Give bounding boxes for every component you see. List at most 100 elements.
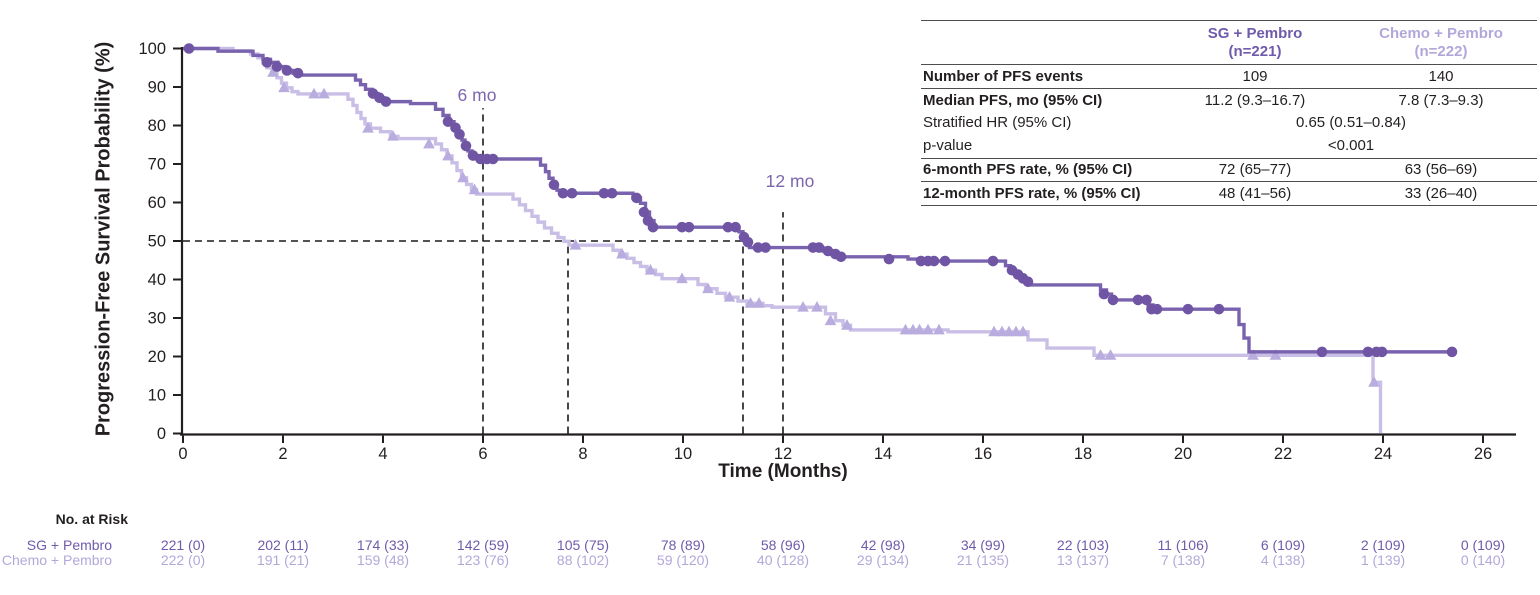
sg-arm-n: (n=221) — [1228, 42, 1282, 60]
sg-pembro-censor-marker — [606, 187, 618, 199]
chemo-pembro-censor-marker — [616, 247, 628, 259]
sg-arm-name: SG + Pembro — [1207, 25, 1303, 42]
rate6-sg: 72 (65–77) — [1218, 161, 1292, 179]
x-tick-label: 2 — [278, 445, 287, 463]
stats-header-chemo: Chemo + Pembro (n=222) — [1345, 21, 1537, 65]
y-tick-label: 60 — [148, 194, 166, 212]
chemo-pembro-censor-marker — [569, 239, 582, 250]
row-label: Stratified HR (95% CI) — [923, 114, 1072, 132]
x-tick-label: 10 — [674, 445, 692, 463]
risk-value: 58 (96) — [760, 537, 806, 553]
risk-value: 59 (120) — [656, 552, 710, 568]
risk-value: 4 (138) — [1260, 552, 1306, 568]
chemo-pembro-censor-marker — [899, 323, 912, 335]
stats-row-events: Number of PFS events 109 140 — [921, 65, 1537, 89]
stats-row-hr: Stratified HR (95% CI) 0.65 (0.51–0.84) — [921, 112, 1537, 135]
stats-header-spacer — [921, 21, 1165, 65]
sg-pembro-censor-marker — [1141, 294, 1152, 306]
x-tick-label: 22 — [1274, 445, 1292, 463]
risk-value: 202 (11) — [257, 537, 309, 553]
sg-pembro-censor-marker — [928, 255, 940, 267]
risk-value: 159 (48) — [356, 552, 410, 568]
y-tick-label: 70 — [148, 156, 166, 174]
x-tick-label: 16 — [974, 445, 992, 463]
rate12-sg: 48 (41–56) — [1218, 184, 1292, 202]
chemo-pembro-censor-marker — [744, 297, 757, 308]
stats-row-pvalue: p-value <0.001 — [921, 135, 1537, 159]
annotation-6mo: 6 mo — [457, 85, 497, 105]
sg-pembro-censor-marker — [281, 65, 293, 76]
risk-value: 221 (0) — [160, 537, 206, 553]
sg-pembro-censor-marker — [939, 255, 951, 267]
sg-pembro-censor-marker — [730, 221, 741, 233]
risk-row-label-chemo: Chemo + Pembro — [1, 552, 112, 568]
risk-row-label-sg: SG + Pembro — [26, 537, 112, 553]
chemo-pembro-censor-marker — [1094, 349, 1107, 360]
sg-pembro-censor-marker — [722, 221, 734, 233]
chemo-pembro-censor-marker — [933, 323, 945, 335]
sg-pembro-censor-marker — [598, 187, 610, 199]
sg-pembro-censor-marker — [1182, 303, 1194, 315]
chemo-pembro-censor-marker — [811, 301, 823, 312]
row-label: 12-month PFS rate, % (95% CI) — [923, 184, 1141, 202]
x-tick-label: 24 — [1374, 445, 1392, 463]
chemo-pembro-censor-marker — [797, 301, 809, 312]
x-tick-label: 18 — [1074, 445, 1092, 463]
sg-pembro-censor-marker — [647, 221, 659, 233]
events-chemo: 140 — [1428, 67, 1454, 85]
risk-value: 7 (138) — [1160, 552, 1206, 568]
risk-value: 34 (99) — [960, 537, 1006, 553]
risk-value: 78 (89) — [660, 537, 706, 553]
annotation-12mo: 12 mo — [765, 171, 815, 191]
x-tick-label: 14 — [874, 445, 892, 463]
x-tick-label: 20 — [1174, 445, 1192, 463]
sg-pembro-censor-marker — [1446, 346, 1458, 358]
sg-pembro-censor-marker — [557, 187, 569, 199]
chemo-pembro-censor-marker — [644, 264, 657, 275]
y-tick-label: 0 — [157, 425, 166, 443]
sg-pembro-censor-marker — [1316, 346, 1328, 358]
chemo-pembro-censor-marker — [308, 87, 320, 99]
sg-pembro-censor-marker — [742, 236, 754, 248]
chemo-pembro-censor-marker — [824, 314, 837, 326]
y-tick-label: 40 — [148, 271, 166, 289]
risk-value: 22 (103) — [1056, 537, 1110, 553]
median-chemo: 7.8 (7.3–9.3) — [1398, 91, 1484, 109]
rate12-chemo: 33 (26–40) — [1404, 184, 1478, 202]
x-tick-label: 4 — [378, 445, 387, 463]
sg-pembro-censor-marker — [638, 206, 650, 218]
sg-pembro-censor-marker — [566, 187, 578, 199]
y-tick-label: 30 — [148, 310, 166, 328]
risk-value: 123 (76) — [456, 552, 510, 568]
risk-value: 191 (21) — [256, 552, 310, 568]
chemo-pembro-censor-marker — [753, 297, 765, 308]
sg-pembro-censor-marker — [752, 242, 764, 253]
chemo-pembro-censor-marker — [1368, 376, 1380, 387]
sg-pembro-censor-marker — [631, 192, 642, 204]
chemo-pembro-censor-marker — [468, 183, 481, 195]
sg-pembro-censor-marker — [1151, 303, 1163, 315]
x-tick-label: 12 — [774, 445, 792, 463]
sg-pembro-censor-marker — [813, 242, 825, 253]
chemo-pembro-censor-marker — [442, 149, 454, 161]
chemo-pembro-censor-marker — [267, 66, 279, 77]
chemo-pembro-censor-marker — [922, 323, 934, 335]
sg-pembro-censor-marker — [1213, 303, 1225, 315]
chemo-pembro-censor-marker — [1017, 325, 1029, 337]
rate6-chemo: 63 (56–69) — [1404, 161, 1478, 179]
sg-pembro-censor-marker — [1022, 276, 1034, 288]
x-tick-label: 0 — [178, 445, 187, 463]
risk-table-title: No. at Risk — [55, 511, 128, 527]
chemo-pembro-censor-marker — [1104, 349, 1117, 360]
stats-row-rate6: 6-month PFS rate, % (95% CI) 72 (65–77) … — [921, 158, 1537, 182]
risk-value: 174 (33) — [356, 537, 410, 553]
y-axis-title: Progression-Free Survival Probability (%… — [92, 41, 115, 437]
chemo-pembro-censor-marker — [702, 282, 714, 294]
pvalue-value: <0.001 — [1327, 137, 1375, 155]
row-label: p-value — [923, 137, 973, 155]
risk-value: 6 (109) — [1260, 537, 1306, 553]
risk-value: 0 (109) — [1460, 537, 1506, 553]
sg-pembro-censor-marker — [1376, 346, 1388, 358]
sg-pembro-censor-marker — [487, 153, 499, 165]
